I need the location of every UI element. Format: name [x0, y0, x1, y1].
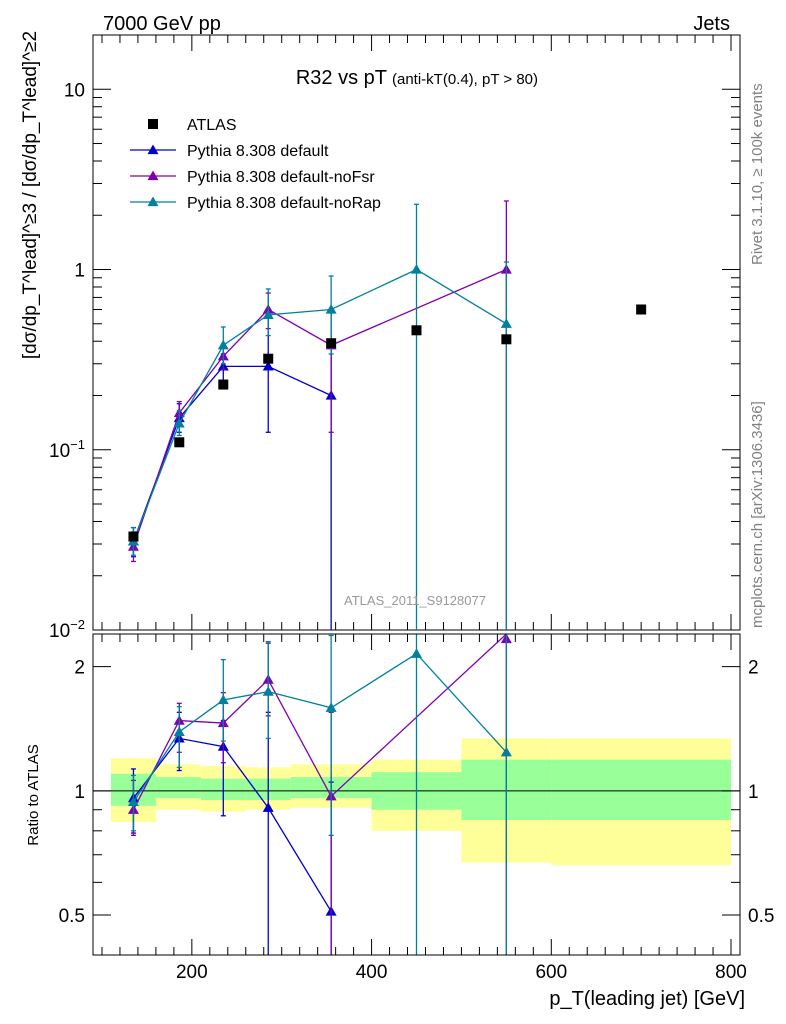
x-tick-label: 400	[356, 962, 388, 983]
header-left: 7000 GeV pp	[103, 13, 221, 35]
main-y-tick-label: 10−2	[49, 617, 85, 642]
ratio-data-point	[173, 726, 185, 736]
x-tick-label: 600	[535, 962, 567, 983]
atlas-data-point	[263, 353, 274, 364]
data-point	[217, 339, 229, 350]
ratio-series-line	[132, 633, 507, 811]
ratio-y-tick-label-right: 2	[748, 658, 759, 679]
x-tick-label: 800	[715, 962, 747, 983]
ratio-data-point	[500, 746, 512, 757]
watermark: ATLAS_2011_S9128077	[344, 593, 486, 608]
legend-marker	[147, 144, 159, 155]
ratio-y-tick-label-left: 2	[74, 658, 85, 679]
main-subtitle: (anti-kT(0.4), pT > 80)	[392, 71, 538, 88]
atlas-data-point	[174, 437, 185, 448]
ratio-y-tick-label-right: 1	[748, 782, 759, 803]
ratio-data-point	[411, 648, 422, 658]
atlas-data-point	[411, 325, 422, 336]
atlas-data-point	[218, 379, 229, 390]
header-right: Jets	[693, 13, 730, 35]
mcplots-label: mcplots.cern.ch [arXiv:1306.3436]	[749, 401, 766, 628]
legend-marker	[148, 119, 158, 129]
uncertainty-band-green	[155, 777, 201, 799]
main-panel: 10−2 10−1 1 10 ATLAS Pythia 8.308 default Pyth…	[49, 34, 741, 642]
atlas-data-point	[501, 334, 512, 345]
uncertainty-band-green	[551, 759, 732, 820]
ratio-data-point	[127, 796, 139, 807]
data-point	[500, 318, 512, 328]
data-point	[325, 303, 337, 314]
main-y-tick-label: 1	[74, 261, 85, 282]
legend-label: Pythia 8.308 default	[187, 143, 329, 160]
legend-label: Pythia 8.308 default-noRap	[187, 195, 381, 212]
legend-marker	[147, 196, 159, 207]
data-point	[262, 309, 274, 320]
data-point	[262, 360, 274, 371]
atlas-data-point	[128, 531, 139, 542]
ratio-y-tick-label-left: 1	[74, 782, 85, 803]
ratio-data-point	[262, 802, 274, 812]
legend-marker	[147, 170, 159, 181]
ratio-plot-frame	[92, 633, 741, 956]
atlas-data-point	[636, 304, 647, 315]
legend-label: ATLAS	[187, 117, 237, 134]
ratio-data-point	[262, 686, 274, 696]
x-axis-label: p_T(leading jet) [GeV]	[549, 988, 745, 1010]
main-y-axis-label: [dσ/dp_T^lead]^≥3 / [dσ/dp_T^lead]^≥2	[20, 31, 41, 359]
ratio-data-point	[217, 694, 229, 705]
main-y-tick-label: 10	[64, 80, 85, 101]
main-title: R32 vs pT	[296, 67, 387, 89]
series-line	[132, 268, 507, 547]
data-point	[173, 417, 185, 428]
ratio-y-tick-label-left: 0.5	[59, 906, 85, 927]
rivet-label: Rivet 3.1.10, ≥ 100k events	[749, 83, 766, 265]
ratio-data-point	[325, 702, 337, 712]
ratio-y-tick-label-right: 0.5	[748, 906, 774, 927]
ratio-panel: 0.5 0.5 1 1 2 2 200 400 600 800	[59, 633, 774, 983]
data-point	[411, 264, 422, 274]
ratio-y-axis-label: Ratio to ATLAS	[25, 744, 42, 845]
main-y-tick-label: 10−1	[49, 437, 85, 462]
x-tick-label: 200	[176, 962, 208, 983]
series-line	[132, 268, 507, 542]
series-line	[132, 365, 332, 542]
legend-label: Pythia 8.308 default-noFsr	[187, 169, 375, 186]
atlas-data-point	[326, 338, 337, 349]
